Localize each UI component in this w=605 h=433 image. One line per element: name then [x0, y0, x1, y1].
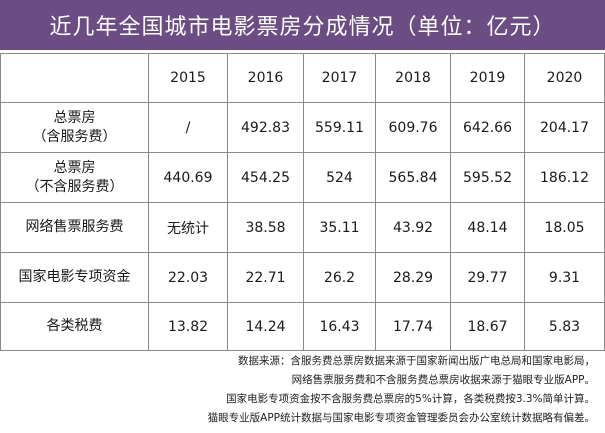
table-cell: 440.69 [148, 152, 228, 203]
table-cell: 5.83 [524, 302, 605, 351]
table-cell: 595.52 [450, 152, 525, 203]
table-row: 各类税费 13.82 14.24 16.43 17.74 18.67 5.83 [0, 302, 605, 351]
table-title: 近几年全国城市电影票房分成情况（单位：亿元） [0, 0, 605, 50]
source-note-line: 数据来源：含服务费总票房数据来源于国家新闻出版广电总局和国家电影局， [238, 355, 595, 367]
table-cell: 565.84 [375, 152, 451, 203]
year-header: 2020 [524, 53, 605, 103]
table-cell: 22.71 [227, 252, 304, 303]
row-label-line: （含服务费） [32, 128, 117, 145]
table-cell: 204.17 [524, 102, 605, 153]
year-header: 2016 [227, 53, 304, 103]
table-cell: 524 [303, 152, 376, 203]
table-cell: 492.83 [227, 102, 304, 153]
table-cell: 18.67 [450, 302, 525, 351]
row-label: 各类税费 [0, 302, 149, 351]
row-label: 网络售票服务费 [0, 202, 149, 253]
table-cell: 17.74 [375, 302, 451, 351]
table-row: 网络售票服务费 无统计 38.58 35.11 43.92 48.14 18.0… [0, 202, 605, 253]
table-cell: 48.14 [450, 202, 525, 253]
table-cell: 454.25 [227, 152, 304, 203]
year-header: 2019 [450, 53, 525, 103]
source-note-line: 网络售票服务费和不含服务费总票房收据来源于猫眼专业版APP。 [291, 374, 595, 386]
source-note: 数据来源：含服务费总票房数据来源于国家新闻出版广电总局和国家电影局， 网络售票服… [208, 352, 595, 428]
row-label-line: （不含服务费） [25, 178, 124, 195]
table-cell: 29.77 [450, 252, 525, 303]
corner-cell [0, 53, 149, 103]
table-row: 总票房 （含服务费） / 492.83 559.11 609.76 642.66… [0, 102, 605, 153]
table-cell: 35.11 [303, 202, 376, 253]
row-label-line: 总票房 [53, 109, 96, 126]
table-cell: 16.43 [303, 302, 376, 351]
row-label: 总票房 （不含服务费） [0, 152, 149, 203]
row-label: 国家电影专项资金 [0, 252, 149, 303]
source-note-line: 猫眼专业版APP统计数据与国家电影专项资金管理委员会办公室统计数据略有偏差。 [207, 412, 595, 424]
table-row: 国家电影专项资金 22.03 22.71 26.2 28.29 29.77 9.… [0, 252, 605, 303]
table-cell: 186.12 [524, 152, 605, 203]
table-cell: 9.31 [524, 252, 605, 303]
table-cell: 22.03 [148, 252, 228, 303]
year-header: 2015 [148, 53, 228, 103]
year-header: 2017 [303, 53, 376, 103]
table-cell: 642.66 [450, 102, 525, 153]
table-cell: 无统计 [148, 202, 228, 253]
header-row: 2015 2016 2017 2018 2019 2020 [0, 53, 605, 103]
source-note-line: 国家电影专项资金按不含服务费总票房的5%计算，各类税费按3.3%简单计算。 [226, 393, 595, 405]
table-cell: 559.11 [303, 102, 376, 153]
table-cell: 609.76 [375, 102, 451, 153]
table-row: 总票房 （不含服务费） 440.69 454.25 524 565.84 595… [0, 152, 605, 203]
table-cell: 43.92 [375, 202, 451, 253]
box-office-table: 2015 2016 2017 2018 2019 2020 总票房 （含服务费）… [0, 53, 605, 351]
table-cell: 14.24 [227, 302, 304, 351]
year-header: 2018 [375, 53, 451, 103]
table-cell: 18.05 [524, 202, 605, 253]
table-cell: 38.58 [227, 202, 304, 253]
table-cell: 26.2 [303, 252, 376, 303]
row-label-line: 总票房 [53, 159, 96, 176]
table-cell: 13.82 [148, 302, 228, 351]
table-cell: 28.29 [375, 252, 451, 303]
row-label: 总票房 （含服务费） [0, 102, 149, 153]
table-cell: / [148, 102, 228, 153]
